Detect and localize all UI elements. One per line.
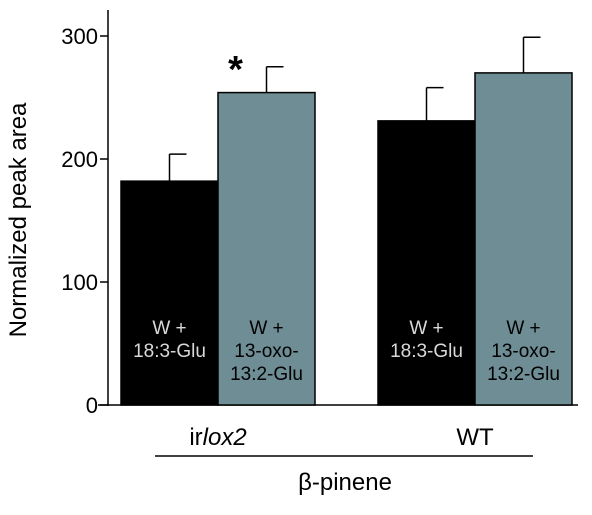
- y-tick-label: 200: [61, 147, 98, 172]
- bar-label: W +13-oxo-13:2-Glu: [230, 318, 303, 385]
- y-tick-label: 100: [61, 270, 98, 295]
- bar-label: W +18:3-Glu: [133, 318, 206, 362]
- y-tick-label: 300: [61, 24, 98, 49]
- group-label: WT: [456, 424, 494, 451]
- bar: [120, 180, 219, 406]
- labels-layer: W +18:3-Glu W +13-oxo-13:2-Glu * irlox2 W +1…: [133, 49, 560, 451]
- x-axis-label: β-pinene: [298, 469, 392, 496]
- bar-label: W +13-oxo-13:2-Glu: [487, 318, 560, 385]
- group-label: irlox2: [189, 424, 246, 451]
- bars-layer: [120, 36, 573, 406]
- significance-star: *: [228, 49, 243, 91]
- bar-label: W +18:3-Glu: [390, 318, 463, 362]
- y-axis-label: Normalized peak area: [5, 102, 32, 337]
- bar: [217, 91, 316, 406]
- bar: [474, 72, 573, 406]
- y-tick-label: 0: [86, 393, 98, 418]
- bar: [377, 120, 476, 406]
